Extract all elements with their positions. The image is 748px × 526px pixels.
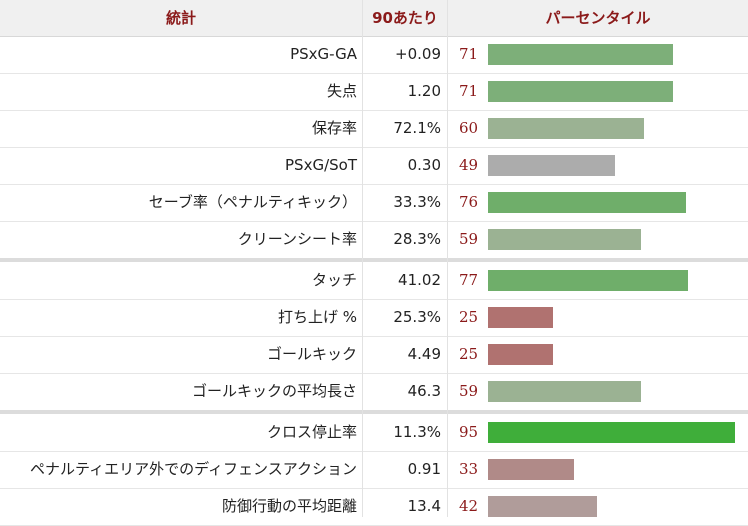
percentile-bar <box>488 229 641 250</box>
stat-label: PSxG-GA <box>290 45 357 63</box>
percentile-value: 77 <box>459 271 479 289</box>
percentile-bar <box>488 496 597 517</box>
table-row: PSxG/SoT 0.30 49 <box>0 147 748 185</box>
stat-label: PSxG/SoT <box>285 156 357 174</box>
stat-label: ゴールキック <box>266 345 357 363</box>
stat-label: ペナルティエリア外でのディフェンスアクション <box>29 460 357 478</box>
table-row: ゴールキック 4.49 25 <box>0 336 748 374</box>
header-stat[interactable]: 統計 <box>165 9 196 27</box>
per90-value: 25.3% <box>393 308 441 326</box>
per90-value: 41.02 <box>398 271 441 289</box>
stat-label: クリーンシート率 <box>237 230 357 248</box>
per90-value: 4.49 <box>407 345 441 363</box>
percentile-bar <box>488 307 553 328</box>
percentile-value: 95 <box>459 423 479 441</box>
percentile-bar <box>488 344 553 365</box>
table-row: PSxG-GA +0.09 71 <box>0 36 748 74</box>
table-row: クロス停止率 11.3% 95 <box>0 414 748 452</box>
percentile-bar <box>488 155 615 176</box>
stat-label: クロス停止率 <box>266 423 357 441</box>
stat-label: タッチ <box>311 271 357 289</box>
per90-value: 13.4 <box>407 497 441 515</box>
header-percentile[interactable]: パーセンタイル <box>545 9 651 27</box>
stat-label: ゴールキックの平均長さ <box>191 382 357 400</box>
table-row: 防御行動の平均距離 13.4 42 <box>0 488 748 526</box>
stat-label: 打ち上げ % <box>277 308 357 326</box>
percentile-bar <box>488 381 641 402</box>
stat-label: 保存率 <box>311 119 357 137</box>
percentile-bar <box>488 118 644 139</box>
percentile-bar <box>488 44 673 65</box>
per90-value: 11.3% <box>393 423 441 441</box>
percentile-value: 49 <box>459 156 479 174</box>
stat-label: 防御行動の平均距離 <box>221 497 357 515</box>
percentile-value: 25 <box>459 345 479 363</box>
percentile-bar <box>488 422 735 443</box>
percentile-bar <box>488 270 688 291</box>
per90-value: 46.3 <box>407 382 441 400</box>
table-row: 失点 1.20 71 <box>0 73 748 111</box>
table-row: 打ち上げ % 25.3% 25 <box>0 299 748 337</box>
per90-value: 33.3% <box>393 193 441 211</box>
table-row: 保存率 72.1% 60 <box>0 110 748 148</box>
header-per90[interactable]: 90あたり <box>372 9 438 27</box>
percentile-bar <box>488 81 673 102</box>
table-row: クリーンシート率 28.3% 59 <box>0 221 748 259</box>
percentile-value: 60 <box>459 119 479 137</box>
percentile-value: 25 <box>459 308 479 326</box>
column-divider <box>447 0 448 517</box>
per90-value: 28.3% <box>393 230 441 248</box>
per90-value: 0.30 <box>407 156 441 174</box>
per90-value: 1.20 <box>407 82 441 100</box>
percentile-bar <box>488 192 686 213</box>
percentile-value: 59 <box>459 230 479 248</box>
column-divider <box>362 0 363 517</box>
table-header: 統計 90あたり パーセンタイル <box>0 0 748 37</box>
percentile-value: 59 <box>459 382 479 400</box>
table-row: セーブ率（ペナルティキック） 33.3% 76 <box>0 184 748 222</box>
percentile-value: 42 <box>459 497 479 515</box>
table-row: ゴールキックの平均長さ 46.3 59 <box>0 373 748 411</box>
stat-label: セーブ率（ペナルティキック） <box>148 193 357 211</box>
table-row: ペナルティエリア外でのディフェンスアクション 0.91 33 <box>0 451 748 489</box>
stat-label: 失点 <box>326 82 357 100</box>
percentile-value: 71 <box>459 45 479 63</box>
group-separator <box>0 258 748 262</box>
per90-value: 72.1% <box>393 119 441 137</box>
table-row: タッチ 41.02 77 <box>0 262 748 300</box>
percentile-value: 33 <box>459 460 479 478</box>
per90-value: +0.09 <box>395 45 441 63</box>
percentile-value: 76 <box>459 193 479 211</box>
per90-value: 0.91 <box>407 460 441 478</box>
group-separator <box>0 410 748 414</box>
percentile-bar <box>488 459 574 480</box>
percentile-value: 71 <box>459 82 479 100</box>
